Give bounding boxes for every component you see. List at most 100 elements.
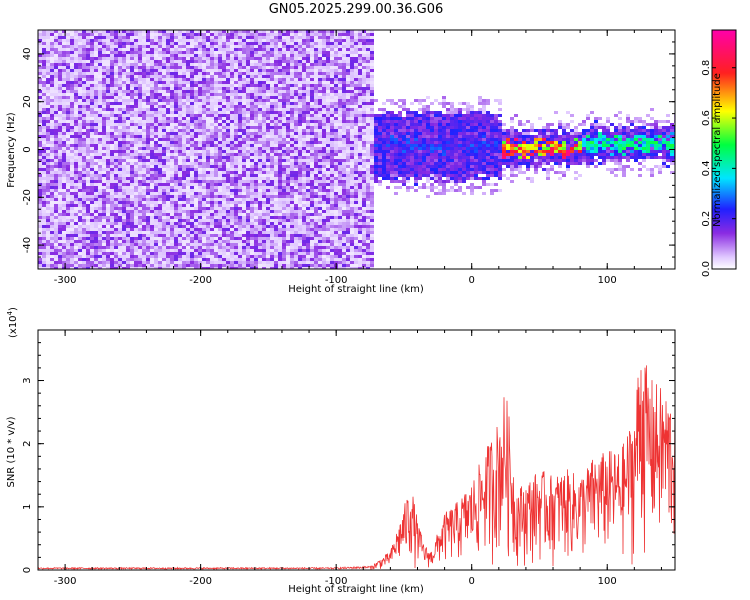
spectrogram-cell: [230, 102, 234, 105]
spectrogram-cell: [70, 225, 74, 228]
spectrogram-cell: [146, 36, 150, 39]
spectrogram-cell: [210, 51, 214, 54]
spectrogram-cell: [194, 93, 198, 96]
spectrogram-cell: [170, 48, 174, 51]
spectrogram-cell: [102, 264, 106, 267]
spectrogram-cell: [50, 87, 54, 90]
spectrogram-cell: [194, 249, 198, 252]
spectrogram-cell: [94, 63, 98, 66]
spectrogram-cell: [250, 144, 254, 147]
spectrogram-cell: [142, 198, 146, 201]
spectrogram-cell: [42, 186, 46, 189]
spectrogram-cell: [174, 153, 178, 156]
spectrogram-cell: [38, 210, 42, 213]
spectrogram-cell: [258, 33, 262, 36]
spectrogram-cell: [46, 72, 50, 75]
spectrogram-cell: [182, 78, 186, 81]
spectrogram-cell: [190, 60, 194, 63]
spectrogram-cell: [186, 45, 190, 48]
spectrogram-cell: [246, 219, 250, 222]
spectrogram-cell: [138, 63, 142, 66]
spectrogram-cell: [110, 39, 114, 42]
spectrogram-cell: [266, 204, 270, 207]
spectrogram-cell: [258, 174, 262, 177]
spectrogram-cell: [266, 30, 270, 33]
spectrogram-cell: [186, 243, 190, 246]
spectrogram-cell: [86, 213, 90, 216]
spectrogram-cell: [186, 102, 190, 105]
spectrogram-cell: [242, 153, 246, 156]
spectrogram-cell: [178, 51, 182, 54]
spectrogram-cell: [54, 48, 58, 51]
spectrogram-cell: [282, 258, 286, 261]
spectrogram-cell: [186, 264, 190, 267]
spectrogram-cell: [90, 102, 94, 105]
spectrogram-cell: [198, 105, 202, 108]
spectrogram-cell: [202, 81, 206, 84]
spectrogram-cell: [106, 135, 110, 138]
spectrogram-cell: [258, 204, 262, 207]
spectrogram-cell: [118, 192, 122, 195]
spectrogram-cell: [94, 42, 98, 45]
spectrogram-cell: [274, 105, 278, 108]
spectrogram-cell: [98, 102, 102, 105]
spectrogram-cell: [82, 162, 86, 165]
spectrogram-cell: [78, 99, 82, 102]
spectrogram-cell: [98, 108, 102, 111]
spectrogram-cell: [90, 264, 94, 267]
spectrogram-cell: [194, 84, 198, 87]
spectrogram-cell: [102, 102, 106, 105]
spectrogram-cell: [178, 261, 182, 264]
spectrogram-cell: [106, 75, 110, 78]
spectrogram-cell: [286, 93, 290, 96]
spectrogram-cell: [242, 96, 246, 99]
spectrogram-cell: [282, 63, 286, 66]
spectrogram-cell: [154, 51, 158, 54]
spectrogram-cell: [274, 51, 278, 54]
spectrogram-cell: [162, 45, 166, 48]
spectrogram-cell: [54, 168, 58, 171]
spectrogram-cell: [54, 213, 58, 216]
spectrogram-cell: [166, 57, 170, 60]
spectrogram-cell: [274, 243, 278, 246]
spectrogram-cell: [122, 51, 126, 54]
spectrogram-cell: [182, 267, 186, 269]
spectrogram-cell: [222, 198, 226, 201]
spectrogram-cell: [102, 165, 106, 168]
spectrogram-cell: [130, 150, 134, 153]
spectrogram-cell: [194, 153, 198, 156]
spectrogram-cell: [142, 252, 146, 255]
spectrogram-cell: [118, 174, 122, 177]
spectrogram-cell: [54, 69, 58, 72]
spectrogram-cell: [226, 147, 230, 150]
spectrogram-cell: [58, 150, 62, 153]
spectrogram-cell: [226, 45, 230, 48]
spectrogram-cell: [122, 126, 126, 129]
spectrogram-cell: [190, 261, 194, 264]
spectrogram-cell: [230, 63, 234, 66]
spectrogram-cell: [90, 75, 94, 78]
spectrogram-cell: [142, 54, 146, 57]
spectrogram-cell: [126, 195, 130, 198]
spectrogram-cell: [230, 39, 234, 42]
spectrogram-cell: [166, 180, 170, 183]
spectrogram-cell: [46, 195, 50, 198]
spectrogram-cell: [142, 45, 146, 48]
spectrogram-cell: [226, 93, 230, 96]
spectrogram-cell: [38, 93, 42, 96]
spectrogram-cell: [274, 69, 278, 72]
spectrogram-cell: [254, 72, 258, 75]
spectrogram-cell: [234, 189, 238, 192]
spectrogram-cell: [266, 54, 270, 57]
spectrogram-cell: [94, 186, 98, 189]
spectrogram-cell: [198, 75, 202, 78]
spectrogram-cell: [230, 249, 234, 252]
spectrogram-cell: [62, 186, 66, 189]
spectrogram-cell: [102, 150, 106, 153]
spectrogram-cell: [154, 150, 158, 153]
spectrogram-cell: [42, 261, 46, 264]
spectrogram-cell: [58, 180, 62, 183]
spectrogram-cell: [174, 129, 178, 132]
spectrogram-cell: [186, 72, 190, 75]
spectrogram-cell: [134, 99, 138, 102]
